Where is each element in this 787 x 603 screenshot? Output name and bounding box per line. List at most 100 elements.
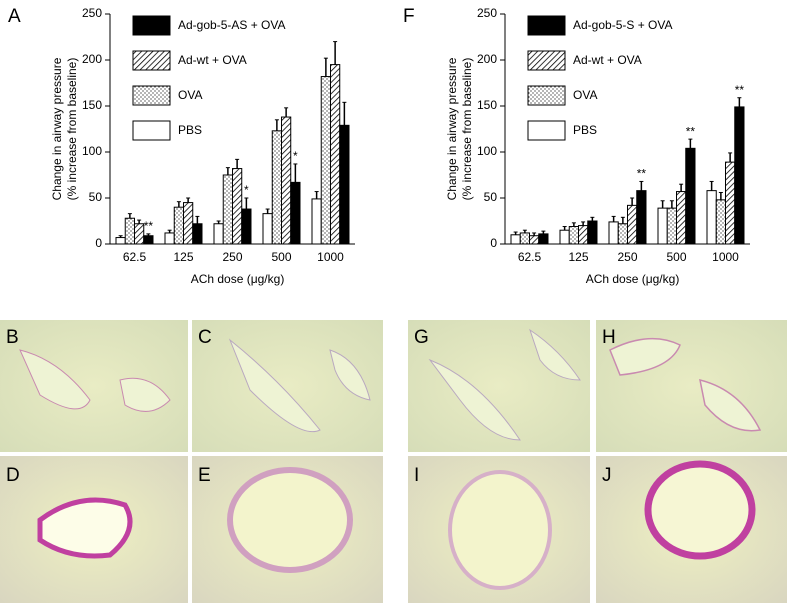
bar [173,206,184,245]
y-axis-label: Change in airway pressure [50,57,64,200]
bar [262,213,273,245]
bar [578,225,589,245]
y-tick-label: 0 [95,236,102,250]
bar [241,208,252,245]
bar [271,130,282,245]
vessel [609,337,762,432]
panel-label: B [6,327,19,348]
significance: * [293,149,298,163]
y-axis-label: (% increase from baseline) [460,58,474,201]
bar [657,207,668,245]
airway [448,470,552,590]
x-tick-label: 125 [568,250,588,264]
significance: ** [637,167,647,181]
legend-swatch [527,85,566,106]
legend-label: OVA [178,88,202,102]
bar [510,234,521,245]
bar [706,190,717,245]
bar [143,235,154,245]
y-tick-label: 200 [477,52,497,66]
bar [666,207,677,245]
legend-label: Ad-wt + OVA [573,53,642,67]
vessel [428,328,581,441]
panel-label: A [8,6,21,27]
airway [644,460,756,560]
x-axis-label: ACh dose (μg/kg) [586,272,680,286]
y-tick-label: 250 [477,6,497,20]
bar [725,161,736,245]
x-tick-label: 500 [666,250,686,264]
x-tick-label: 1000 [317,250,344,264]
x-tick-label: 62.5 [123,250,147,264]
legend-label: Ad-wt + OVA [178,53,247,67]
y-tick-label: 100 [82,144,102,158]
legend-swatch [132,120,171,141]
bar [529,235,540,245]
bar [519,232,530,245]
bar [636,190,647,245]
y-axis-label: Change in airway pressure [445,57,459,200]
bar [311,198,322,245]
bar [608,221,619,245]
bar [290,181,301,245]
airway [227,467,353,573]
vessel [228,338,371,433]
panel-label: I [414,465,419,486]
y-tick-label: 250 [82,6,102,20]
bar [676,191,687,245]
significance: ** [686,124,696,138]
y-tick-label: 0 [490,236,497,250]
panel-label: C [198,327,212,348]
bar [339,124,350,245]
y-tick-label: 200 [82,52,102,66]
airway [37,497,133,559]
bar [587,220,598,245]
histology [0,320,787,603]
photo [596,320,787,452]
bar [685,147,696,245]
x-tick-label: 500 [271,250,291,264]
panel-label: H [602,327,616,348]
panel-label: G [414,327,429,348]
legend-label: OVA [573,88,597,102]
bar [183,202,194,245]
legend-label: Ad-gob-5-AS + OVA [178,18,286,32]
x-tick-label: 1000 [712,250,739,264]
y-tick-label: 150 [477,98,497,112]
bar [213,223,224,245]
bar [281,116,292,245]
bar [164,232,175,245]
y-tick-label: 150 [82,98,102,112]
x-tick-label: 250 [222,250,242,264]
bar [538,233,549,245]
legend-swatch [132,15,171,36]
panel-label: D [6,465,20,486]
significance: * [244,183,249,197]
y-tick-label: 50 [484,190,498,204]
bar [115,237,126,245]
bar [715,199,726,245]
legend-swatch [527,15,566,36]
bar [192,223,203,245]
bar [124,217,135,245]
y-tick-label: 100 [477,144,497,158]
significance: ** [144,219,154,233]
legend-label: PBS [573,123,597,137]
bar [559,229,570,245]
y-tick-label: 50 [89,190,103,204]
legend-swatch [527,120,566,141]
bar [222,174,233,245]
legend-label: Ad-gob-5-S + OVA [573,18,673,32]
x-tick-label: 125 [173,250,193,264]
x-tick-label: 62.5 [518,250,542,264]
bar [330,64,341,245]
legend-swatch [132,85,171,106]
legend-label: PBS [178,123,202,137]
y-axis-label: (% increase from baseline) [65,58,79,201]
significance: ** [735,83,745,97]
bar [568,226,579,245]
bar [627,204,638,245]
bar [617,223,628,245]
bar [320,76,331,245]
